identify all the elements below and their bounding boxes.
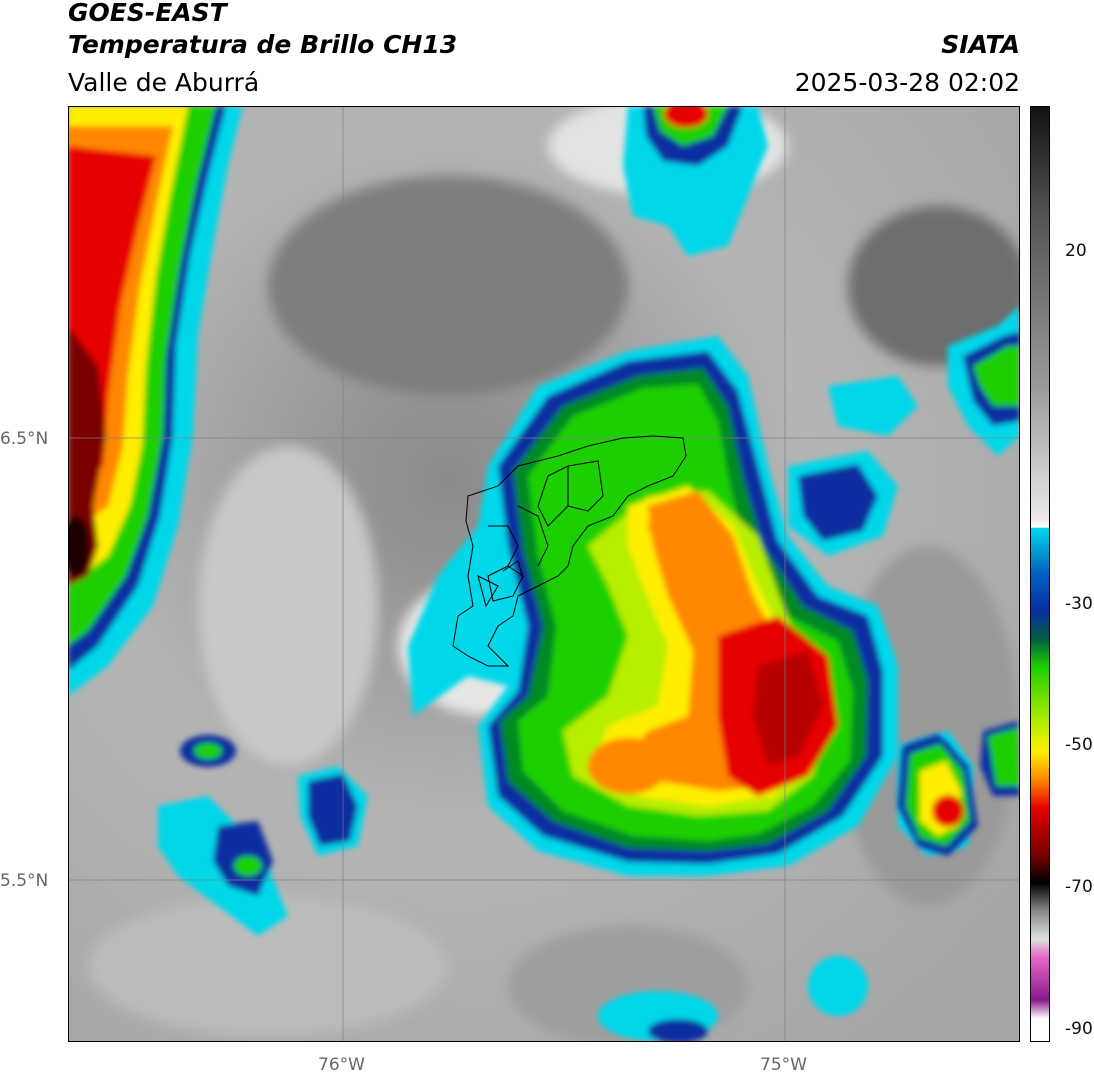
temperature-colorbar bbox=[1030, 106, 1050, 1042]
graticule bbox=[68, 106, 1020, 1042]
municipality-boundary bbox=[477, 575, 499, 608]
district-outline bbox=[452, 435, 687, 667]
brightness-temperature-map bbox=[68, 106, 1020, 1042]
colorbar-tick-minus50: -50 bbox=[1065, 735, 1093, 755]
colorbar-tick-minus90: -90 bbox=[1065, 1019, 1093, 1039]
agency-label: SIATA bbox=[941, 30, 1020, 59]
lat-label-5.5: 5.5°N bbox=[0, 871, 49, 891]
municipality-boundary bbox=[502, 560, 524, 579]
north-storm-cell bbox=[623, 106, 768, 256]
west-storm-band bbox=[68, 106, 243, 696]
municipality-boundary bbox=[488, 525, 519, 567]
map-frame bbox=[68, 106, 1020, 1042]
east-orange-cell bbox=[898, 734, 978, 856]
lon-label-75: 75°W bbox=[760, 1055, 807, 1075]
region-subtitle: Valle de Aburrá bbox=[68, 68, 260, 97]
lat-label-6.5: 6.5°N bbox=[0, 429, 49, 449]
municipality-boundary bbox=[537, 465, 569, 527]
product-title: Temperatura de Brillo CH13 bbox=[68, 30, 458, 59]
valle-de-aburra-boundaries bbox=[452, 435, 687, 667]
colorbar-tick-20: 20 bbox=[1065, 241, 1087, 261]
main-storm-complex bbox=[408, 336, 898, 876]
colorbar-tick-minus30: -30 bbox=[1065, 594, 1093, 614]
southwest-cells bbox=[158, 735, 868, 1042]
municipality-boundary bbox=[487, 565, 524, 602]
municipality-boundary bbox=[517, 505, 549, 567]
colorbar-tick-minus70: -70 bbox=[1065, 877, 1093, 897]
datetime-label: 2025-03-28 02:02 bbox=[794, 68, 1020, 97]
lon-label-76: 76°W bbox=[318, 1055, 365, 1075]
satellite-title: GOES-EAST bbox=[68, 0, 227, 27]
